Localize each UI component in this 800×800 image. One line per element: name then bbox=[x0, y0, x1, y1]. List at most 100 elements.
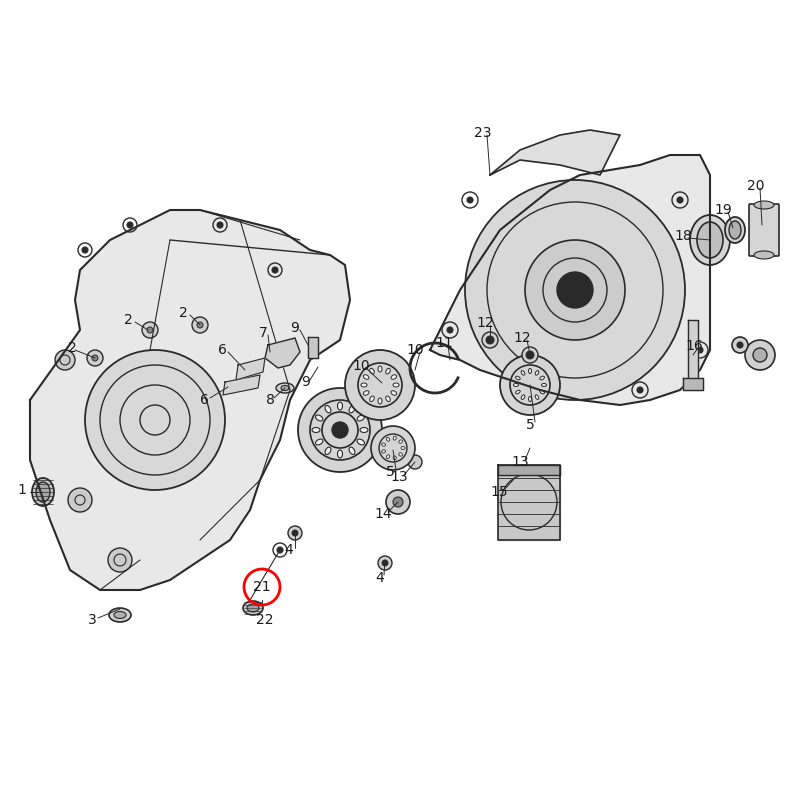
Circle shape bbox=[525, 240, 625, 340]
Circle shape bbox=[745, 340, 775, 370]
Ellipse shape bbox=[401, 446, 405, 450]
Ellipse shape bbox=[529, 397, 531, 402]
Circle shape bbox=[393, 497, 403, 507]
Circle shape bbox=[677, 197, 683, 203]
Ellipse shape bbox=[521, 395, 525, 399]
Ellipse shape bbox=[399, 440, 402, 443]
Ellipse shape bbox=[357, 439, 365, 445]
Circle shape bbox=[292, 530, 298, 536]
Polygon shape bbox=[490, 130, 620, 175]
Text: 13: 13 bbox=[390, 470, 408, 484]
Ellipse shape bbox=[338, 450, 342, 458]
Ellipse shape bbox=[363, 374, 369, 379]
Circle shape bbox=[82, 247, 88, 253]
Text: 4: 4 bbox=[376, 571, 384, 585]
Ellipse shape bbox=[729, 221, 741, 239]
Ellipse shape bbox=[357, 415, 365, 421]
Ellipse shape bbox=[391, 390, 397, 395]
Polygon shape bbox=[498, 465, 560, 475]
Text: 16: 16 bbox=[685, 339, 703, 353]
Circle shape bbox=[522, 347, 538, 363]
Text: 6: 6 bbox=[199, 393, 209, 407]
Text: 20: 20 bbox=[747, 179, 765, 193]
Ellipse shape bbox=[247, 604, 259, 612]
Polygon shape bbox=[688, 320, 698, 380]
Text: 3: 3 bbox=[88, 613, 96, 627]
Ellipse shape bbox=[378, 366, 382, 372]
Ellipse shape bbox=[754, 201, 774, 209]
Ellipse shape bbox=[540, 390, 545, 394]
Circle shape bbox=[465, 180, 685, 400]
Ellipse shape bbox=[370, 368, 374, 374]
Ellipse shape bbox=[382, 443, 386, 446]
Ellipse shape bbox=[36, 482, 50, 502]
Ellipse shape bbox=[393, 383, 399, 387]
Text: 19: 19 bbox=[714, 203, 732, 217]
Ellipse shape bbox=[515, 376, 520, 380]
Circle shape bbox=[753, 348, 767, 362]
Circle shape bbox=[68, 488, 92, 512]
Text: 14: 14 bbox=[374, 507, 392, 521]
Ellipse shape bbox=[394, 436, 396, 440]
Text: 22: 22 bbox=[256, 613, 274, 627]
Ellipse shape bbox=[114, 611, 126, 618]
Circle shape bbox=[55, 350, 75, 370]
Ellipse shape bbox=[542, 383, 546, 386]
Ellipse shape bbox=[399, 453, 402, 456]
Ellipse shape bbox=[281, 386, 289, 390]
Ellipse shape bbox=[315, 439, 323, 445]
Circle shape bbox=[371, 426, 415, 470]
Polygon shape bbox=[265, 338, 300, 368]
Circle shape bbox=[147, 327, 153, 333]
Ellipse shape bbox=[312, 427, 320, 433]
Text: 21: 21 bbox=[253, 580, 271, 594]
Circle shape bbox=[467, 197, 473, 203]
Ellipse shape bbox=[394, 456, 396, 460]
Ellipse shape bbox=[363, 390, 369, 395]
Circle shape bbox=[486, 336, 494, 344]
Ellipse shape bbox=[690, 215, 730, 265]
Text: 10: 10 bbox=[406, 343, 424, 357]
Ellipse shape bbox=[361, 383, 367, 387]
Ellipse shape bbox=[535, 370, 539, 375]
Polygon shape bbox=[308, 337, 318, 358]
Ellipse shape bbox=[378, 398, 382, 404]
Circle shape bbox=[142, 322, 158, 338]
Circle shape bbox=[482, 332, 498, 348]
Ellipse shape bbox=[386, 396, 390, 402]
Polygon shape bbox=[236, 358, 265, 380]
Ellipse shape bbox=[109, 608, 131, 622]
Polygon shape bbox=[30, 210, 350, 590]
Ellipse shape bbox=[535, 395, 539, 399]
Text: 9: 9 bbox=[290, 321, 299, 335]
FancyBboxPatch shape bbox=[749, 204, 779, 256]
Ellipse shape bbox=[349, 447, 355, 454]
Polygon shape bbox=[223, 375, 260, 395]
Ellipse shape bbox=[386, 454, 390, 458]
Circle shape bbox=[87, 350, 103, 366]
Text: 12: 12 bbox=[476, 316, 494, 330]
Circle shape bbox=[697, 347, 703, 353]
Circle shape bbox=[288, 526, 302, 540]
Text: 4: 4 bbox=[285, 543, 294, 557]
Circle shape bbox=[408, 455, 422, 469]
Text: 11: 11 bbox=[435, 336, 453, 350]
Text: 2: 2 bbox=[178, 306, 187, 320]
Ellipse shape bbox=[386, 368, 390, 374]
Circle shape bbox=[345, 350, 415, 420]
Ellipse shape bbox=[725, 217, 745, 243]
Polygon shape bbox=[430, 155, 710, 405]
Circle shape bbox=[557, 272, 593, 308]
Circle shape bbox=[277, 547, 283, 553]
Ellipse shape bbox=[315, 415, 323, 421]
Circle shape bbox=[526, 351, 534, 359]
Text: 7: 7 bbox=[258, 326, 267, 340]
Text: 5: 5 bbox=[386, 465, 394, 479]
Circle shape bbox=[192, 317, 208, 333]
Circle shape bbox=[386, 490, 410, 514]
Ellipse shape bbox=[521, 370, 525, 375]
Ellipse shape bbox=[370, 396, 374, 402]
Circle shape bbox=[737, 342, 743, 348]
Text: 23: 23 bbox=[474, 126, 492, 140]
Ellipse shape bbox=[360, 427, 368, 433]
